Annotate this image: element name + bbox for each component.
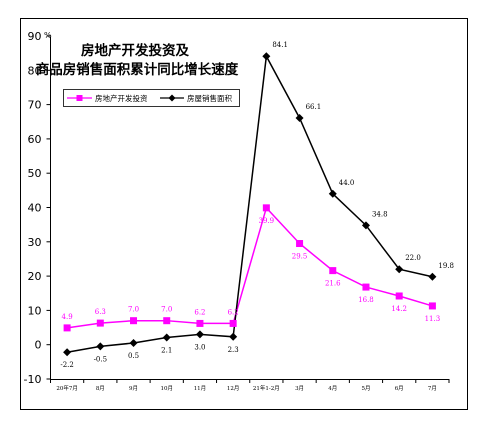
sales-area-marker — [361, 221, 370, 230]
y-tick-label: 60 — [28, 133, 42, 146]
y-tick-label: 50 — [28, 167, 42, 180]
x-tick-label: 21年1-2月 — [253, 384, 280, 392]
y-tick-label: 90 — [28, 30, 42, 43]
x-tick-label: 6月 — [395, 385, 404, 392]
legend: 房地产开发投资 房屋销售面积 — [63, 89, 240, 107]
x-ticks: 20年7月 8月 9月 10月 11月 12月 21年1-2月 3月 4月 5月 6月 7月 — [50, 379, 450, 392]
sales-area-marker — [96, 342, 105, 351]
x-tick-label: 8月 — [96, 385, 105, 392]
sales-area-line — [66, 53, 433, 353]
y-tick-label: 30 — [28, 236, 42, 249]
investment-data-label: 6.2 — [228, 308, 239, 316]
investment-marker — [229, 319, 237, 327]
sales-area-marker — [162, 333, 171, 342]
investment-data-label: 4.9 — [62, 313, 73, 321]
investment-marker — [163, 317, 171, 325]
sales-area-data-label: 84.1 — [272, 41, 288, 49]
legend-label-sales-area: 房屋销售面积 — [187, 93, 232, 103]
investment-marker — [428, 302, 436, 310]
sales-area-data-label: 44.0 — [339, 179, 355, 187]
x-tick-label: 5月 — [361, 385, 370, 392]
investment-marker — [362, 283, 370, 291]
sales-area-marker — [395, 265, 404, 274]
y-tick-label: 0 — [35, 339, 42, 352]
sales-area-data-label: -2.2 — [60, 361, 74, 369]
series-layer: 4.9 6.3 7.0 7.0 6.2 6.2 39.9 29.5 21.6 16.8 14.2 11… — [60, 41, 454, 369]
investment-marker — [329, 267, 337, 275]
y-tick-label: 20 — [28, 270, 42, 283]
investment-marker — [296, 240, 304, 248]
sales-area-data-label: 2.3 — [228, 346, 239, 354]
x-tick-label: 20年7月 — [56, 384, 78, 392]
investment-marker — [395, 292, 403, 300]
x-tick-label: 10月 — [160, 385, 173, 392]
investment-data-label: 39.9 — [259, 217, 275, 225]
sales-area-data-label: -0.5 — [94, 355, 108, 363]
investment-data-label: 6.3 — [95, 308, 106, 316]
sales-area-marker — [328, 189, 337, 198]
investment-marker — [262, 204, 270, 212]
legend-marker-investment — [76, 95, 83, 101]
y-ticks: -10 0 10 20 30 40 50 60 70 80 90 — [24, 30, 51, 386]
sales-area-marker — [129, 338, 138, 347]
x-tick-label: 11月 — [194, 385, 207, 392]
sales-area-data-label: 2.1 — [161, 346, 172, 354]
sales-area-data-label: 0.5 — [128, 352, 139, 360]
sales-area-data-label: 66.1 — [306, 103, 322, 111]
sales-area-data-label: 19.8 — [438, 262, 454, 270]
y-tick-label: 10 — [28, 304, 42, 317]
investment-data-label: 7.0 — [161, 306, 172, 314]
y-tick-label: -10 — [24, 373, 42, 386]
chart-title-line2: 商品房销售面积累计同比增长速度 — [36, 61, 239, 78]
sales-area-marker — [63, 348, 72, 357]
sales-area-marker — [428, 272, 437, 281]
chart-frame — [20, 18, 468, 410]
investment-line — [66, 206, 433, 329]
investment-data-label: 14.2 — [391, 305, 407, 313]
investment-marker — [196, 319, 204, 327]
sales-area-marker — [195, 330, 204, 339]
y-tick-label: 70 — [28, 99, 42, 112]
investment-data-label: 21.6 — [325, 280, 341, 288]
sales-area-marker — [229, 332, 238, 341]
investment-data-label: 16.8 — [358, 296, 374, 304]
legend-box — [63, 89, 240, 107]
investment-marker — [96, 319, 104, 327]
x-tick-label: 9月 — [129, 385, 138, 392]
investment-marker — [130, 317, 138, 325]
x-tick-label: 3月 — [295, 385, 304, 392]
x-tick-label: 12月 — [227, 385, 240, 392]
investment-data-label: 7.0 — [128, 306, 139, 314]
investment-data-label: 6.2 — [194, 308, 205, 316]
chart-title-line1: 房地产开发投资及 — [81, 42, 189, 59]
sales-area-marker — [295, 113, 304, 122]
legend-label-investment: 房地产开发投资 — [95, 93, 148, 103]
investment-data-label: 29.5 — [292, 253, 308, 261]
sales-area-data-label: 3.0 — [194, 343, 205, 351]
sales-area-data-label: 22.0 — [405, 254, 421, 262]
investment-data-label: 11.3 — [425, 315, 441, 323]
y-tick-label: 40 — [28, 202, 42, 215]
x-tick-label: 7月 — [428, 385, 437, 392]
legend-marker-sales-area — [168, 94, 176, 102]
sales-area-data-label: 34.8 — [372, 210, 388, 218]
x-tick-label: 4月 — [328, 385, 337, 392]
sales-area-marker — [262, 52, 271, 61]
y-tick-label: 80 — [28, 64, 42, 77]
investment-marker — [63, 324, 71, 332]
